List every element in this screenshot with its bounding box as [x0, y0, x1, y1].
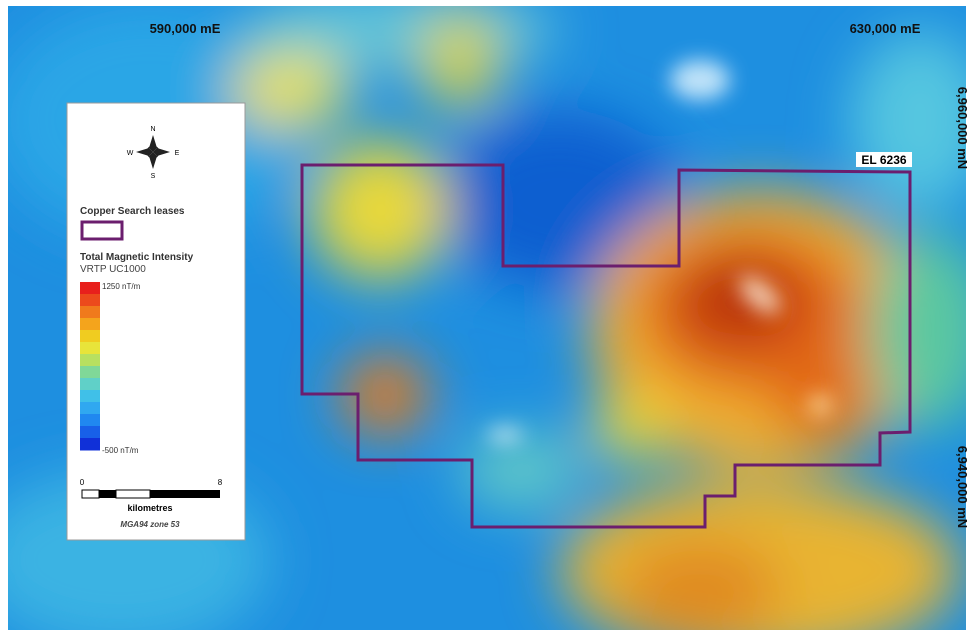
color-step — [80, 438, 100, 451]
northing-label: 6,960,000 mN — [955, 87, 970, 169]
min-label: -500 nT/m — [102, 446, 139, 455]
map-figure: EL 6236 590,000 mE 630,000 mE 6,960,000 … — [0, 0, 974, 637]
scale-bar — [116, 490, 150, 498]
color-step — [80, 306, 100, 319]
color-step — [80, 402, 100, 415]
color-step — [80, 378, 100, 391]
color-ramp — [80, 282, 100, 451]
color-step — [80, 390, 100, 403]
compass-s: S — [151, 173, 156, 180]
color-step — [80, 426, 100, 439]
color-step — [80, 366, 100, 379]
color-step — [80, 318, 100, 331]
color-step — [80, 282, 100, 295]
color-step — [80, 294, 100, 307]
scale-unit: kilometres — [127, 503, 172, 513]
max-label: 1250 nT/m — [102, 282, 141, 291]
color-step — [80, 330, 100, 343]
legend: N S E W Copper Search leases Total Magne… — [67, 103, 245, 540]
projection: MGA94 zone 53 — [120, 520, 180, 529]
color-step — [80, 342, 100, 355]
compass-n: N — [150, 126, 155, 133]
easting-label: 590,000 mE — [150, 21, 221, 36]
northing-label: 6,940,000 mN — [955, 446, 970, 528]
lease-title: Copper Search leases — [80, 206, 185, 217]
lease-label: EL 6236 — [861, 153, 906, 167]
scale-end: 8 — [218, 478, 223, 487]
compass-w: W — [127, 150, 134, 157]
scale-bar — [82, 490, 99, 498]
compass-e: E — [175, 150, 180, 157]
color-step — [80, 414, 100, 427]
intensity-title: Total Magnetic Intensity — [80, 252, 194, 263]
easting-label: 630,000 mE — [850, 21, 921, 36]
intensity-subtitle: VRTP UC1000 — [80, 264, 146, 275]
color-step — [80, 354, 100, 367]
scale-start: 0 — [80, 478, 85, 487]
scale-bar — [150, 490, 220, 498]
scale-bar — [99, 490, 116, 498]
